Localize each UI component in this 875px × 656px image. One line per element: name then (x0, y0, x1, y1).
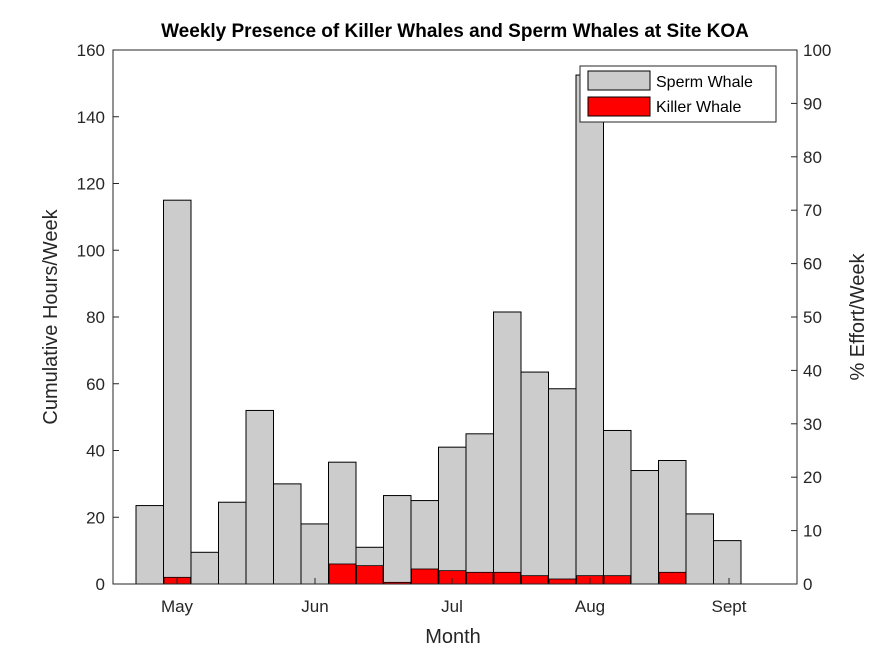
bar-sperm-whale (163, 199, 192, 585)
y2-tick-label: 80 (803, 148, 822, 167)
bar-killer-whale (328, 563, 356, 585)
bar-killer-whale (466, 571, 494, 585)
bar-sperm-whale (218, 501, 247, 585)
bar-killer-whale (356, 565, 384, 585)
y-tick-label: 0 (96, 575, 105, 594)
bar-sperm-whale (520, 371, 549, 585)
y2-tick-label: 40 (803, 361, 822, 380)
right-y-axis: 0 10 20 30 40 50 60 70 80 90 100 (791, 41, 831, 594)
y2-tick-label: 10 (803, 522, 822, 541)
bar-sperm-whale (383, 495, 412, 585)
bar-sperm-whale (300, 523, 329, 585)
legend-label-sperm-whale: Sperm Whale (656, 74, 753, 91)
y2-tick-label: 60 (803, 255, 822, 274)
bar-sperm-whale (273, 483, 302, 585)
x-tick-label: May (161, 597, 194, 616)
bar-sperm-whale (630, 470, 659, 585)
left-y-axis-label: Cumulative Hours/Week (40, 208, 62, 424)
bar-sperm-whale (245, 409, 274, 585)
y2-tick-label: 20 (803, 468, 822, 487)
bar-sperm-whale (465, 433, 494, 585)
bar-sperm-whale (493, 311, 522, 585)
y-tick-label: 120 (77, 175, 105, 194)
y2-tick-label: 0 (803, 575, 812, 594)
bar-killer-whale (603, 575, 631, 585)
y-tick-label: 60 (86, 375, 105, 394)
x-tick-label: Jul (441, 597, 463, 616)
x-tick-label: Sept (712, 597, 747, 616)
bar-killer-whale (493, 571, 521, 585)
x-tick-label: Aug (575, 597, 605, 616)
bar-sperm-whale (603, 429, 632, 585)
bar-killer-whale (548, 578, 576, 585)
bar-sperm-whale (190, 551, 219, 585)
x-axis-label: Month (425, 626, 481, 648)
sperm-whale-bars (135, 74, 742, 585)
bar-sperm-whale (135, 505, 164, 585)
legend-label-killer-whale: Killer Whale (656, 99, 741, 116)
y-tick-label: 40 (86, 442, 105, 461)
right-y-axis-label: % Effort/Week (847, 252, 869, 380)
y-tick-label: 160 (77, 41, 105, 60)
bar-sperm-whale (685, 513, 714, 585)
legend-swatch-killer-whale (587, 96, 651, 117)
y-tick-label: 20 (86, 508, 105, 527)
bar-sperm-whale (658, 460, 687, 585)
bar-killer-whale (658, 571, 686, 585)
y2-tick-label: 70 (803, 201, 822, 220)
bar-sperm-whale (438, 446, 467, 585)
legend: Sperm Whale Killer Whale (579, 65, 777, 123)
left-y-axis: 0 20 40 60 80 100 120 140 160 (77, 41, 119, 594)
y2-tick-label: 50 (803, 308, 822, 327)
y2-tick-label: 90 (803, 94, 822, 113)
y2-tick-label: 100 (803, 41, 831, 60)
legend-swatch-sperm-whale (587, 70, 651, 91)
chart-title: Weekly Presence of Killer Whales and Spe… (161, 21, 749, 42)
bar-sperm-whale (575, 74, 604, 585)
y2-tick-label: 30 (803, 415, 822, 434)
y-tick-label: 140 (77, 108, 105, 127)
bar-sperm-whale (713, 540, 742, 585)
y-tick-label: 100 (77, 241, 105, 260)
x-tick-label: Jun (301, 597, 328, 616)
y-tick-label: 80 (86, 308, 105, 327)
bar-killer-whale (411, 568, 439, 585)
bar-killer-whale (521, 575, 549, 585)
x-axis: May Jun Jul Aug Sept (161, 578, 747, 616)
bar-sperm-whale (548, 388, 577, 585)
